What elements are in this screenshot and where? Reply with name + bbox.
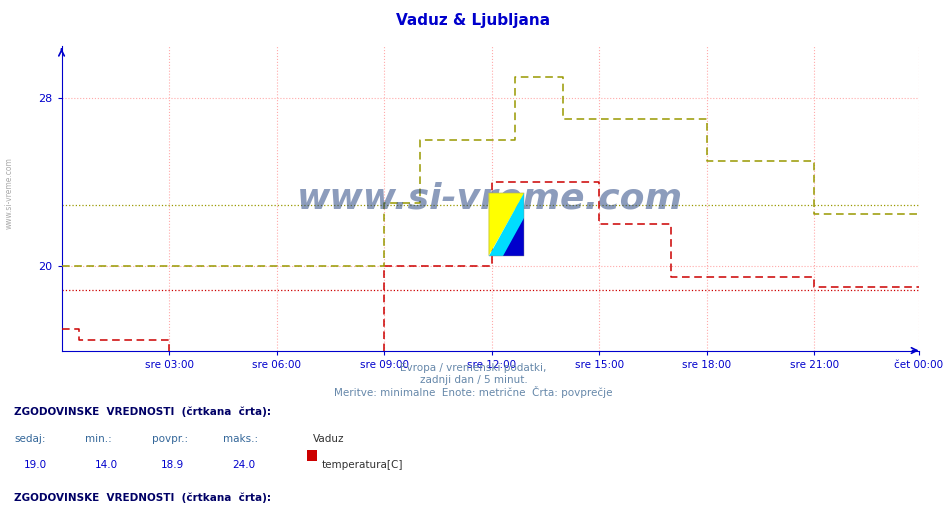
Text: 19.0: 19.0 bbox=[24, 460, 46, 470]
Polygon shape bbox=[503, 218, 525, 256]
Text: www.si-vreme.com: www.si-vreme.com bbox=[297, 181, 683, 215]
Text: sedaj:: sedaj: bbox=[14, 434, 45, 444]
Text: ZGODOVINSKE  VREDNOSTI  (črtkana  črta):: ZGODOVINSKE VREDNOSTI (črtkana črta): bbox=[14, 493, 271, 503]
Text: ZGODOVINSKE  VREDNOSTI  (črtkana  črta):: ZGODOVINSKE VREDNOSTI (črtkana črta): bbox=[14, 406, 271, 417]
Text: 18.9: 18.9 bbox=[161, 460, 184, 470]
Text: www.si-vreme.com: www.si-vreme.com bbox=[5, 157, 14, 229]
Text: Vaduz: Vaduz bbox=[313, 434, 344, 444]
Text: min.:: min.: bbox=[85, 434, 112, 444]
Bar bbox=[489, 193, 525, 256]
Text: zadnji dan / 5 minut.: zadnji dan / 5 minut. bbox=[420, 375, 527, 385]
Text: Vaduz & Ljubljana: Vaduz & Ljubljana bbox=[397, 13, 550, 28]
Polygon shape bbox=[489, 193, 525, 256]
Polygon shape bbox=[489, 193, 525, 256]
Text: Meritve: minimalne  Enote: metrične  Črta: povprečje: Meritve: minimalne Enote: metrične Črta:… bbox=[334, 386, 613, 398]
Text: 24.0: 24.0 bbox=[232, 460, 255, 470]
Text: Evropa / vremenski podatki,: Evropa / vremenski podatki, bbox=[401, 363, 546, 373]
Text: 14.0: 14.0 bbox=[95, 460, 117, 470]
Text: povpr.:: povpr.: bbox=[152, 434, 188, 444]
Text: maks.:: maks.: bbox=[223, 434, 258, 444]
Text: temperatura[C]: temperatura[C] bbox=[322, 460, 403, 470]
